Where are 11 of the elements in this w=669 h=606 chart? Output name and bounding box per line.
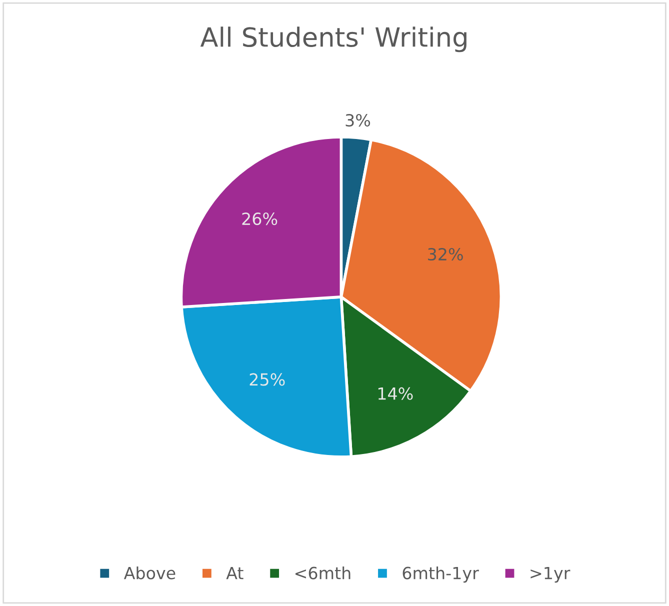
legend-label: At xyxy=(226,566,244,580)
data-label: 26% xyxy=(242,212,278,226)
data-label: 3% xyxy=(346,114,370,127)
chart-title: All Students' Writing xyxy=(200,26,466,52)
legend-label: >1yr xyxy=(530,566,570,583)
legend-label: 6mth-1yr xyxy=(402,566,479,583)
data-label: 32% xyxy=(428,248,463,261)
data-label: 25% xyxy=(250,373,285,386)
legend-label: Above xyxy=(124,566,176,580)
legend-label: <6mth xyxy=(296,566,350,580)
data-label: 14% xyxy=(378,387,413,400)
